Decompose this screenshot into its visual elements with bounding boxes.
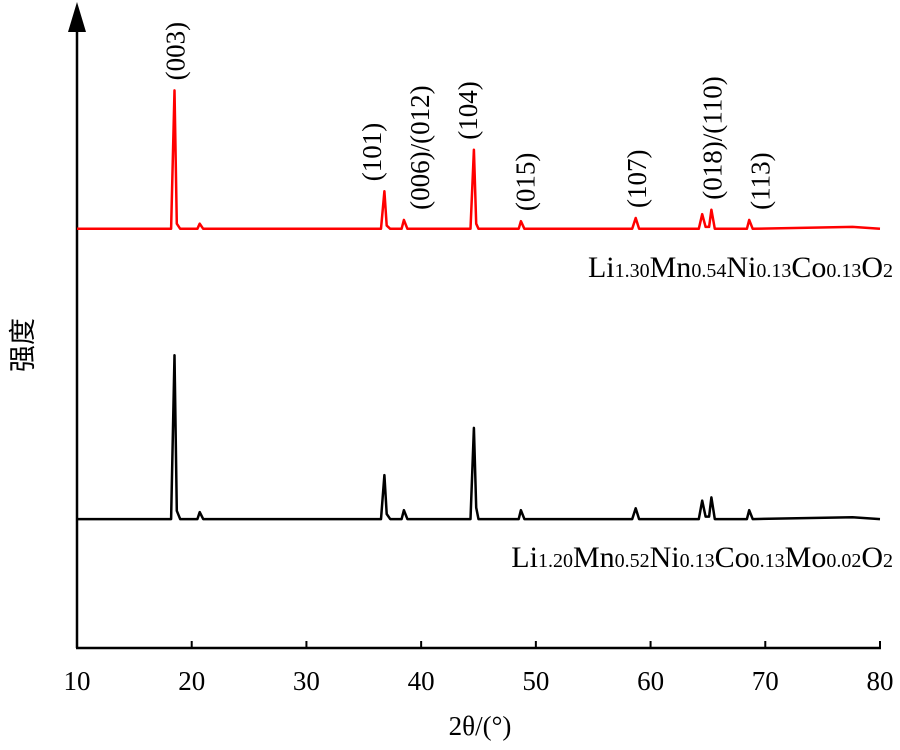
peak-label: (015) (511, 153, 541, 211)
x-tick-label: 10 (64, 666, 91, 696)
peak-label: (107) (622, 150, 652, 208)
series-line (77, 89, 881, 231)
x-tick-label: 20 (178, 666, 205, 696)
peak-label: (003) (161, 22, 191, 80)
x-tick-label: 70 (752, 666, 779, 696)
x-tick-label: 60 (637, 666, 664, 696)
x-tick-label: 80 (867, 666, 894, 696)
x-tick-label: 40 (408, 666, 435, 696)
peak-label: (113) (746, 152, 776, 209)
x-tick-label: 30 (293, 666, 320, 696)
x-axis-label: 2θ/(°) (449, 711, 512, 741)
x-tick-label: 50 (522, 666, 549, 696)
y-axis-label: 强度 (8, 318, 39, 372)
peak-label: (006)/(012) (405, 85, 435, 209)
peak-label: (101) (357, 123, 387, 181)
series-line (77, 353, 881, 521)
peak-label: (018)/(110) (698, 76, 728, 199)
peak-label: (104) (453, 81, 483, 139)
series-label: Li1.20Mn0.52Ni0.13Co0.13Mo0.02O2 (511, 541, 893, 574)
y-axis-arrow (68, 2, 86, 32)
series-label: Li1.30Mn0.54Ni0.13Co0.13O2 (588, 251, 893, 284)
